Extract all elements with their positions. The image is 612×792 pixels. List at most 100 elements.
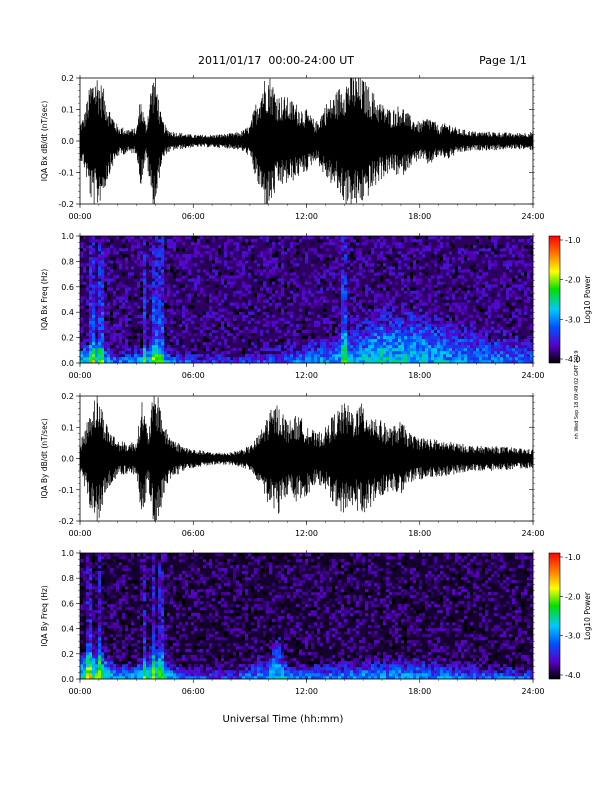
- spectrogram-cell: [155, 260, 159, 264]
- spectrogram-cell: [173, 323, 177, 328]
- spectrogram-cell: [95, 242, 99, 246]
- spectrogram-cell: [326, 344, 330, 349]
- spectrogram-cell: [143, 272, 147, 276]
- spectrogram-cell: [152, 293, 156, 297]
- spectrogram-cell: [308, 248, 312, 252]
- spectrogram-cell: [467, 254, 471, 258]
- spectrogram-cell: [98, 284, 102, 288]
- spectrogram-cell: [467, 284, 471, 288]
- spectrogram-cell: [125, 574, 129, 578]
- spectrogram-cell: [473, 284, 477, 288]
- spectrogram-cell: [413, 338, 417, 343]
- spectrogram-cell: [485, 353, 489, 358]
- spectrogram-cell: [194, 314, 198, 318]
- spectrogram-cell: [371, 248, 375, 252]
- spectrogram-cell: [89, 305, 93, 309]
- spectrogram-cell: [350, 338, 354, 343]
- spectrogram-cell: [386, 326, 390, 331]
- spectrogram-cell: [224, 344, 228, 349]
- spectrogram-cell: [461, 248, 465, 252]
- spectrogram-cell: [161, 251, 165, 255]
- spectrogram-cell: [398, 263, 402, 267]
- spectrogram-cell: [110, 341, 114, 346]
- spectrogram-cell: [257, 281, 261, 285]
- spectrogram-cell: [80, 326, 84, 331]
- spectrogram-cell: [125, 257, 129, 261]
- spectrogram-cell: [278, 359, 282, 364]
- spectrogram-cell: [206, 311, 210, 315]
- spectrogram-cell: [530, 344, 534, 349]
- spectrogram-cell: [458, 353, 462, 358]
- spectrogram-cell: [182, 308, 186, 312]
- spectrogram-cell: [455, 305, 459, 309]
- spectrogram-cell: [326, 317, 330, 321]
- spectrogram-cell: [380, 242, 384, 246]
- spectrogram-cell: [104, 592, 108, 596]
- spectrogram-cell: [236, 326, 240, 331]
- spectrogram-cell: [389, 284, 393, 288]
- spectrogram-cell: [116, 332, 120, 337]
- spectrogram-cell: [122, 583, 126, 587]
- spectrogram-cell: [515, 242, 519, 246]
- spectrogram-cell: [467, 320, 471, 324]
- spectrogram-cell: [80, 673, 84, 677]
- spectrogram-cell: [206, 344, 210, 349]
- spectrogram-cell: [194, 332, 198, 337]
- spectrogram-cell: [89, 251, 93, 255]
- spectrogram-cell: [158, 332, 162, 337]
- spectrogram-cell: [224, 317, 228, 321]
- spectrogram-cell: [218, 284, 222, 288]
- spectrogram-cell: [263, 350, 267, 355]
- spectrogram-cell: [131, 634, 135, 638]
- spectrogram-cell: [308, 311, 312, 315]
- spectrogram-cell: [278, 347, 282, 352]
- spectrogram-cell: [386, 275, 390, 279]
- spectrogram-cell: [197, 314, 201, 318]
- spectrogram-cell: [122, 667, 126, 671]
- spectrogram-cell: [416, 341, 420, 346]
- spectrogram-cell: [227, 320, 231, 324]
- spectrogram-cell: [140, 272, 144, 276]
- spectrogram-cell: [101, 317, 105, 321]
- spectrogram-cell: [104, 326, 108, 331]
- spectrogram-cell: [413, 254, 417, 258]
- spectrogram-cell: [158, 266, 162, 270]
- spectrogram-cell: [188, 350, 192, 355]
- spectrogram-cell: [524, 308, 528, 312]
- spectrogram-cell: [293, 293, 297, 297]
- spectrogram-cell: [143, 628, 147, 632]
- spectrogram-cell: [125, 338, 129, 343]
- spectrogram-cell: [155, 335, 159, 340]
- spectrogram-cell: [140, 320, 144, 324]
- spectrogram-cell: [398, 293, 402, 297]
- spectrogram-cell: [425, 320, 429, 324]
- spectrogram-cell: [251, 314, 255, 318]
- spectrogram-cell: [263, 317, 267, 321]
- spectrogram-cell: [482, 260, 486, 264]
- spectrogram-cell: [164, 302, 168, 306]
- spectrogram-cell: [275, 347, 279, 352]
- spectrogram-cell: [323, 263, 327, 267]
- spectrogram-cell: [467, 299, 471, 303]
- spectrogram-cell: [239, 236, 243, 240]
- y-axis-label: IQA Bx Freq (Hz): [40, 269, 49, 331]
- spectrogram-cell: [242, 308, 246, 312]
- spectrogram-cell: [152, 269, 156, 273]
- spectrogram-cell: [185, 275, 189, 279]
- spectrogram-cell: [233, 338, 237, 343]
- spectrogram-cell: [143, 616, 147, 620]
- spectrogram-cell: [83, 350, 87, 355]
- spectrogram-cell: [428, 284, 432, 288]
- spectrogram-cell: [509, 254, 513, 258]
- spectrogram-cell: [275, 344, 279, 349]
- spectrogram-cell: [437, 281, 441, 285]
- spectrogram-cell: [464, 296, 468, 300]
- spectrogram-cell: [95, 272, 99, 276]
- spectrogram-cell: [218, 302, 222, 306]
- spectrogram-cell: [86, 586, 90, 590]
- spectrogram-cell: [374, 344, 378, 349]
- spectrogram-cell: [242, 335, 246, 340]
- spectrogram-cell: [458, 359, 462, 364]
- spectrogram-cell: [401, 350, 405, 355]
